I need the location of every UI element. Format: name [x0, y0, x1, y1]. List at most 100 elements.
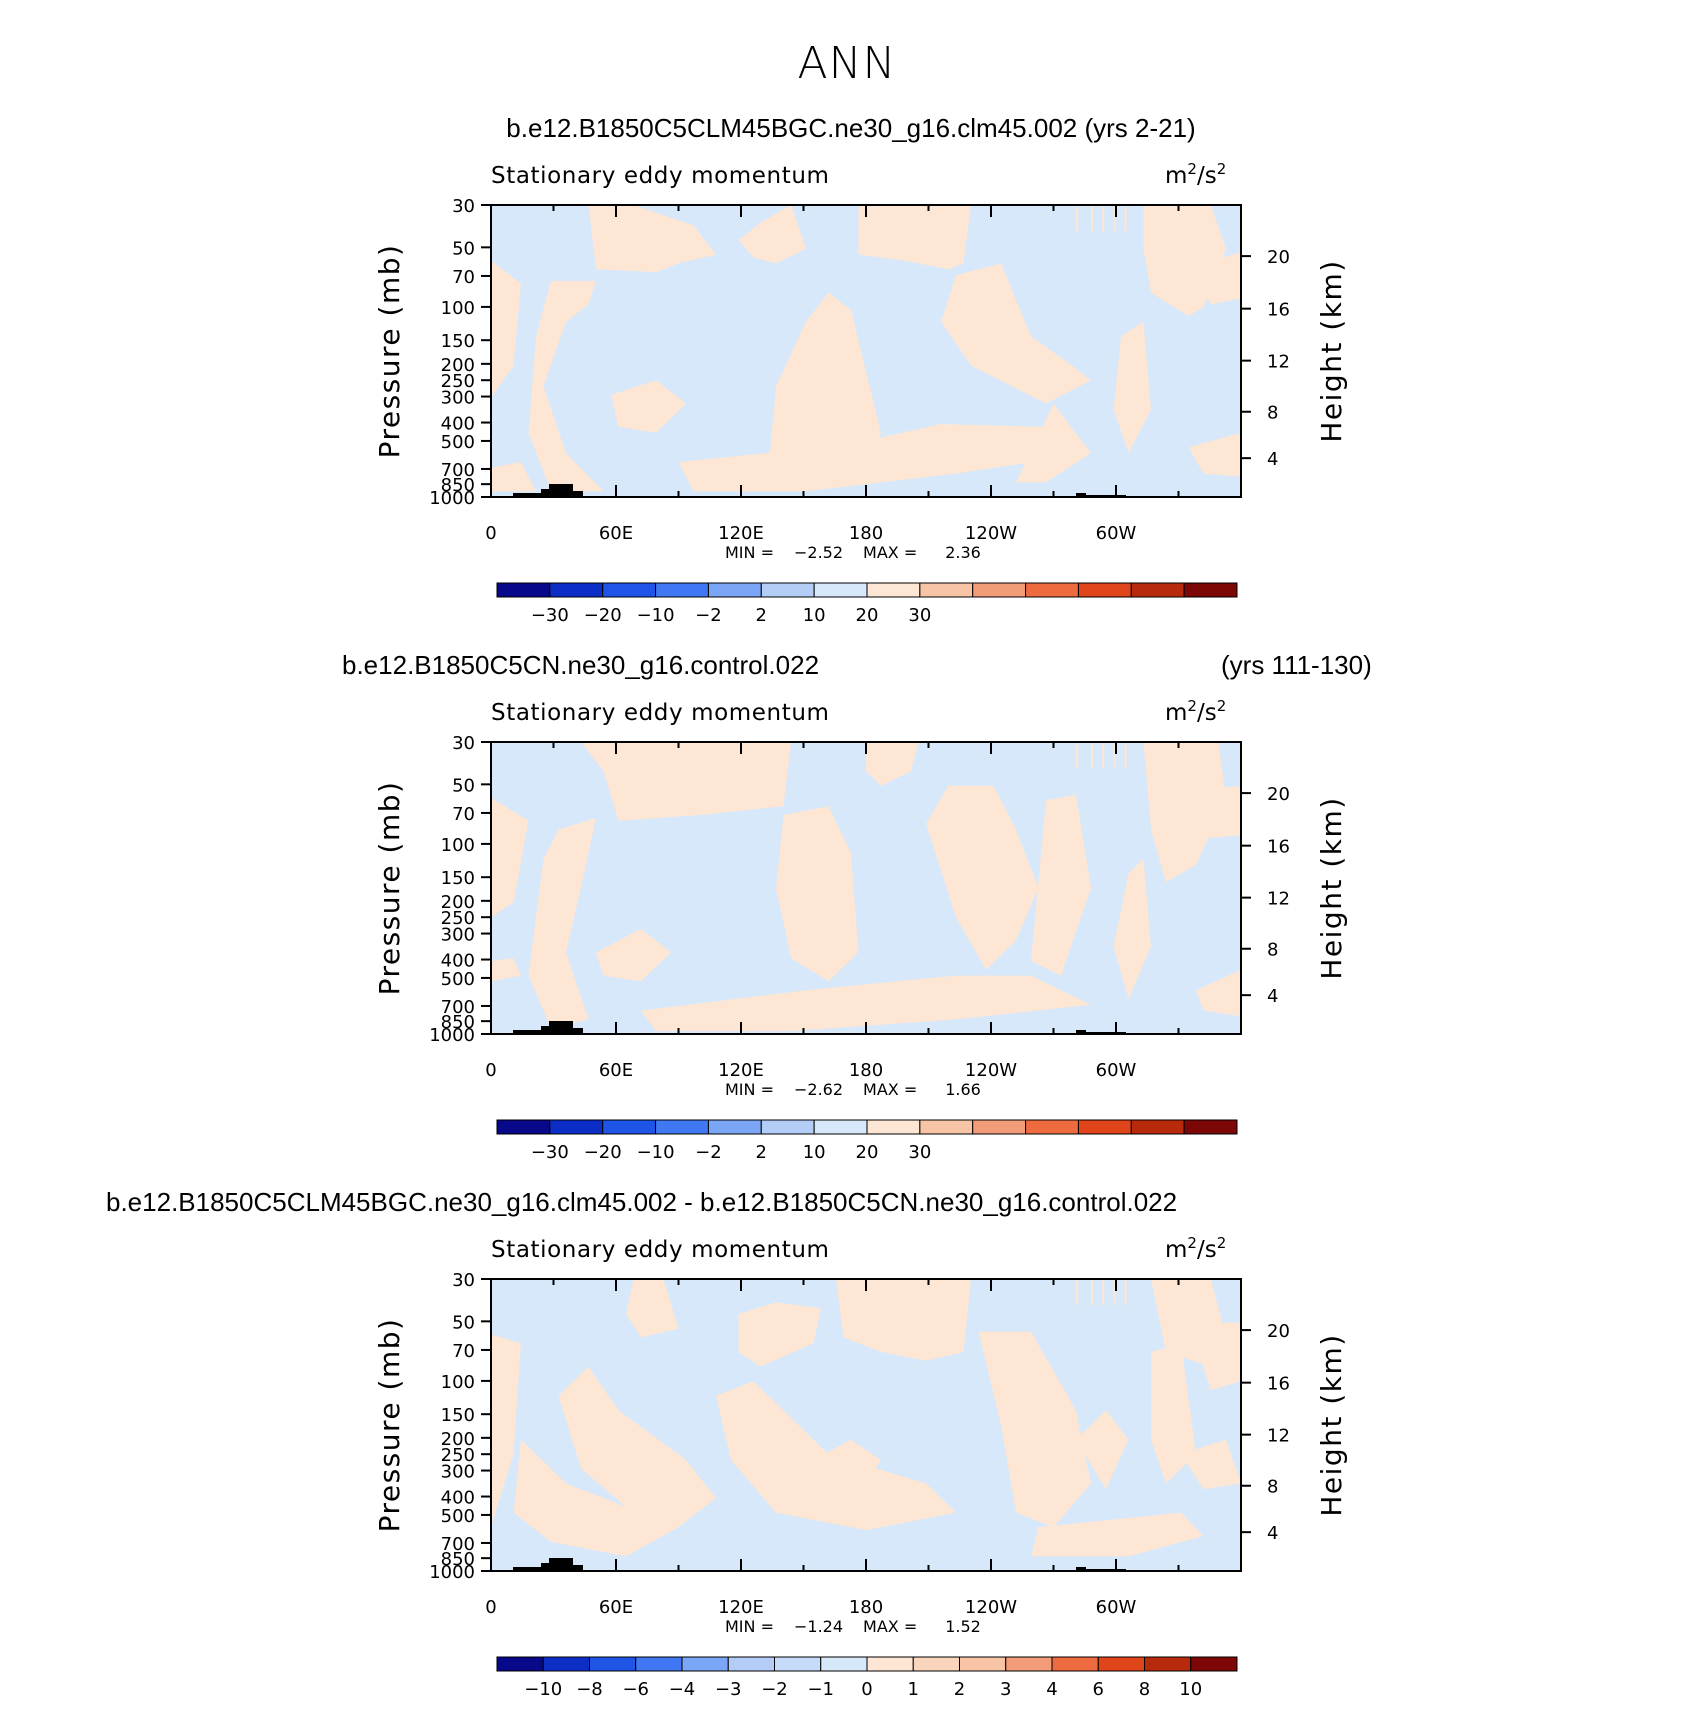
colorbar-label: −2: [761, 1679, 788, 1700]
positive-region: [1091, 205, 1093, 232]
colorbar-box: [1077, 582, 1132, 598]
positive-region: [626, 1279, 679, 1338]
colorbar-label: 10: [803, 605, 826, 626]
positive-region: [941, 263, 1091, 404]
colorbar-label: 20: [856, 605, 879, 626]
colorbar-label: 3: [1000, 1679, 1011, 1700]
height-tick-label: 8: [1267, 940, 1278, 961]
positive-region: [678, 424, 1091, 492]
positive-region: [1188, 251, 1241, 305]
positive-region: [1151, 1343, 1196, 1484]
y-tick-label: 250: [441, 371, 475, 392]
positive-region: [1124, 205, 1127, 232]
topography: [513, 1558, 583, 1571]
positive-region: [1031, 1512, 1204, 1557]
x-tick-label: 120E: [718, 1597, 764, 1618]
colorbar-label: −30: [531, 605, 569, 626]
height-tick-label: 4: [1267, 986, 1278, 1007]
colorbar-box: [655, 1119, 709, 1135]
colorbar-box: [589, 1656, 637, 1672]
x-tick-label: 60E: [599, 523, 633, 544]
positive-region: [716, 1381, 956, 1531]
y-tick-label: 50: [452, 775, 475, 796]
positive-region: [588, 205, 716, 273]
y-tick-label: 850: [441, 1549, 475, 1570]
colorbar-label: −10: [637, 1142, 675, 1163]
y-tick-label: 700: [441, 997, 475, 1018]
y-tick-label: 300: [441, 388, 475, 409]
colorbar-box: [727, 1656, 775, 1672]
positive-region: [1076, 1410, 1129, 1490]
height-axis-label: Height (km): [1315, 259, 1348, 442]
y-tick-label: 400: [441, 951, 475, 972]
y-tick-label: 500: [441, 969, 475, 990]
positive-region: [611, 380, 686, 433]
positive-region: [1143, 742, 1226, 883]
colorbar-label: 10: [803, 1142, 826, 1163]
colorbar-box: [707, 582, 762, 598]
positive-region: [1124, 1279, 1127, 1306]
positive-region: [1102, 205, 1105, 232]
colorbar-box: [1144, 1656, 1192, 1672]
positive-region: [1188, 785, 1241, 839]
positive-region: [1076, 205, 1078, 232]
colorbar-label: −3: [715, 1679, 742, 1700]
y-tick-label: 500: [441, 432, 475, 453]
height-tick-label: 8: [1267, 403, 1278, 424]
positive-region: [858, 205, 971, 270]
positive-region: [1076, 1279, 1078, 1306]
topography: [1076, 493, 1086, 497]
topography: [513, 484, 583, 497]
x-tick-label: 60W: [1096, 1597, 1137, 1618]
colorbar-box: [655, 582, 709, 598]
colorbar-box: [1025, 582, 1079, 598]
colorbar-box: [912, 1656, 960, 1672]
positive-region: [513, 1439, 679, 1557]
positive-region: [1031, 794, 1091, 976]
units-label: m2/s2: [1165, 1234, 1226, 1263]
colorbar-label: −10: [524, 1679, 562, 1700]
contour-plot: Stationary eddy momentum m2/s2 0 60E 120E 180…: [373, 697, 1348, 1163]
colorbar-label: −2: [695, 1142, 722, 1163]
y-tick-label: 700: [441, 460, 475, 481]
colorbar-box: [774, 1656, 822, 1672]
positive-region: [1076, 742, 1078, 769]
positive-region: [1113, 205, 1116, 232]
colorbar-box: [919, 1119, 974, 1135]
positive-region: [926, 785, 1039, 970]
colorbar-box: [635, 1656, 683, 1672]
colorbar-label: −1: [807, 1679, 834, 1700]
colorbar-box: [866, 582, 921, 598]
colorbar-box: [820, 1656, 868, 1672]
variable-label: Stationary eddy momentum: [491, 163, 830, 189]
y-tick-label: 200: [441, 355, 475, 376]
figure-title: ANN: [797, 38, 897, 89]
y-tick-label: 70: [452, 1341, 475, 1362]
x-tick-label: 60E: [599, 1597, 633, 1618]
colorbar-box: [1130, 1119, 1185, 1135]
y-axis-label: Pressure (mb): [373, 1318, 406, 1533]
variable-label: Stationary eddy momentum: [491, 1237, 830, 1263]
colorbar-label: −20: [584, 1142, 622, 1163]
years-label: (yrs 111-130): [1221, 650, 1372, 680]
colorbar-box: [760, 1119, 815, 1135]
positive-region: [1091, 742, 1093, 769]
colorbar-box: [1190, 1656, 1238, 1672]
min-max-label: MIN = −1.24 MAX = 1.52: [725, 1617, 981, 1636]
y-tick-label: 100: [441, 1372, 475, 1393]
positive-region: [866, 742, 919, 786]
positive-region: [1102, 1279, 1105, 1306]
y-tick-label: 300: [441, 1462, 475, 1483]
positive-region: [491, 958, 521, 982]
colorbar-box: [972, 582, 1027, 598]
x-tick-label: 120E: [718, 1060, 764, 1081]
positive-region: [1113, 742, 1116, 769]
positive-region: [596, 928, 671, 982]
y-tick-label: 150: [441, 331, 475, 352]
y-tick-label: 700: [441, 1534, 475, 1555]
units-label: m2/s2: [1165, 697, 1226, 726]
y-tick-label: 400: [441, 414, 475, 435]
topography: [513, 1021, 583, 1034]
y-tick-label: 200: [441, 1429, 475, 1450]
positive-region: [491, 797, 529, 918]
